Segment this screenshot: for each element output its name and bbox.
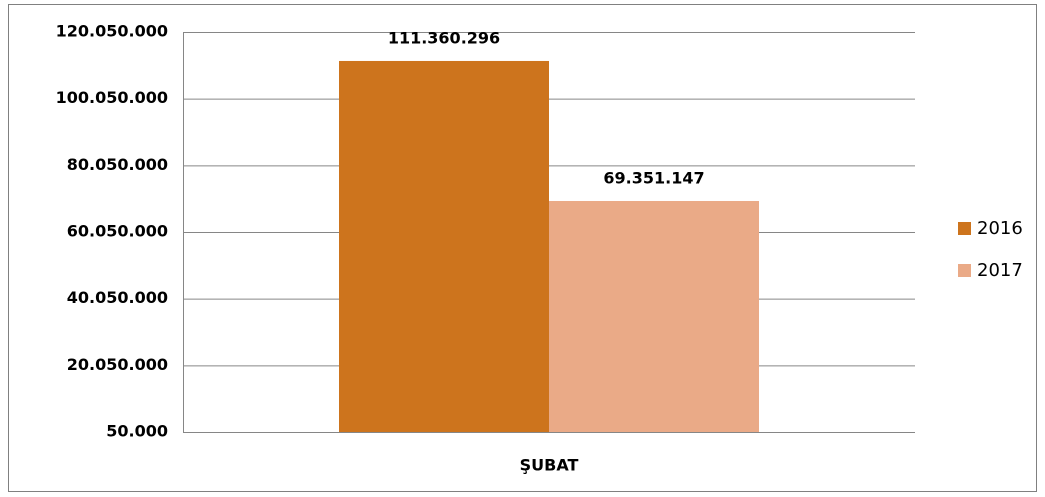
y-tick-label: 120.050.000 [56,22,168,41]
legend-swatch [958,222,971,235]
x-tick-label: ŞUBAT [520,456,579,475]
y-tick-label: 40.050.000 [67,288,168,307]
y-tick-label: 100.050.000 [56,88,168,107]
bar [549,200,759,432]
legend-swatch [958,264,971,277]
legend-label: 2016 [977,218,1023,239]
y-tick-label: 50.000 [106,422,168,441]
y-tick-label: 80.050.000 [67,155,168,174]
legend-label: 2017 [977,260,1023,281]
data-label: 69.351.147 [603,168,704,187]
bar [339,60,549,433]
data-label: 111.360.296 [388,28,500,47]
y-tick-label: 60.050.000 [67,222,168,241]
y-tick-label: 20.050.000 [67,355,168,374]
